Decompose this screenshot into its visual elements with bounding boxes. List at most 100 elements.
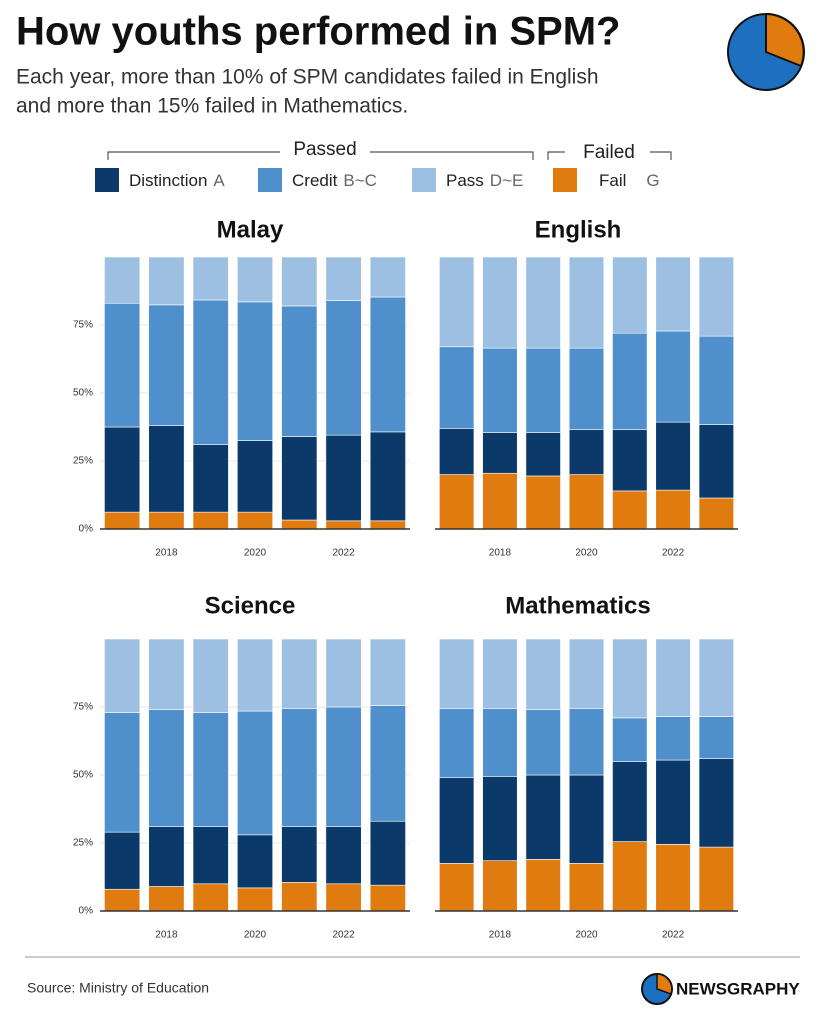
bar-segment [612,717,648,762]
legend-label: Fail G [599,171,660,190]
bar-segment [525,475,561,530]
bar-segment [236,256,274,303]
bar-segment [325,520,362,530]
bar-segment [439,256,475,348]
legend-brackets [107,151,672,160]
bar-segment [192,299,229,445]
x-tick-label: 2018 [489,548,512,559]
bar-segment [192,638,229,713]
bar-segment [192,444,229,513]
bar-segment [612,841,648,912]
legend-swatch [412,168,436,192]
bar-segment [482,638,518,709]
bar-segment [325,300,362,436]
bar-segment [482,472,518,530]
bar-segment [192,256,229,301]
x-tick-label: 2020 [575,548,598,559]
bar-segment [525,432,561,477]
bar-segment [369,256,406,298]
x-tick-label: 2020 [244,548,267,559]
bar-segment [568,429,605,475]
bar-segment [236,440,274,513]
y-tick-label: 50% [73,388,93,399]
y-tick-label: 0% [79,906,94,917]
bar-segment [281,826,318,883]
bar-segment [612,638,648,719]
bar-segment [655,330,691,423]
bar-segment [482,347,518,433]
legend-group: Passed [293,139,356,160]
bar-segment [439,638,475,709]
legend-swatch [95,168,119,192]
legend-name: Fail [599,171,626,190]
bar-segment [698,256,734,337]
bar-segment [325,256,362,301]
legend-grade: A [213,171,225,190]
bar-segment [369,296,406,433]
bar-segment [439,863,475,912]
bar-segment [525,347,561,433]
x-tick-label: 2020 [244,930,267,941]
legend-label: Distinction A [129,171,225,190]
bar-segment [369,820,406,886]
legend-label: Credit B~C [292,171,377,190]
bar-segment [281,708,318,827]
subtitle: Each year, more than 10% of SPM candidat… [16,66,599,89]
y-tick-label: 25% [73,456,93,467]
brand-logo [641,973,673,1005]
bar-segment [698,716,734,759]
bar-segment [568,708,605,776]
bar-segment [236,638,274,712]
bar-segment [104,426,141,513]
bar-segment [148,511,185,530]
bar-segment [568,638,605,709]
bar-segment [369,705,406,822]
bar-segment [568,256,605,349]
bar-segment [525,256,561,349]
bar-segment [369,884,406,912]
legend-swatch [258,168,282,192]
y-tick-label: 75% [73,320,93,331]
bar-segment [148,709,185,827]
y-tick-label: 0% [79,524,94,535]
legend-grade: B~C [343,171,377,190]
bar-segment [698,335,734,425]
bar-segment [439,428,475,475]
bar-segment [525,709,561,776]
x-tick-label: 2022 [332,930,355,941]
bar-segment [325,883,362,912]
bar-segment [482,708,518,777]
source: Source: Ministry of Education [27,980,209,996]
bar-segment [236,511,274,530]
x-tick-label: 2018 [155,930,178,941]
bar-segment [148,886,185,912]
subtitle: and more than 15% failed in Mathematics. [16,95,408,118]
chart-title: Mathematics [505,592,650,619]
bar-segment [482,860,518,912]
bar-segment [281,436,318,521]
bar-segment [655,489,691,530]
bar-segment [104,511,141,530]
pie-icon [727,12,805,91]
bar-segment [525,774,561,860]
legend-name: Distinction [129,171,207,190]
x-tick-label: 2018 [489,930,512,941]
y-tick-label: 50% [73,770,93,781]
bar-segment [655,256,691,332]
bar-segment [236,301,274,441]
bar-segment [568,863,605,912]
title: How youths performed in SPM? [16,10,620,54]
bar-segment [104,831,141,890]
bar-segment [148,304,185,426]
legend-name: Pass [446,171,484,190]
bar-segment [148,256,185,306]
bar-segment [439,474,475,530]
bar-segment [369,431,406,522]
bar-segment [192,826,229,885]
bar-segment [439,777,475,864]
x-tick-label: 2022 [332,548,355,559]
bar-segment [192,883,229,912]
bar-segment [281,882,318,912]
bar-segment [482,256,518,349]
